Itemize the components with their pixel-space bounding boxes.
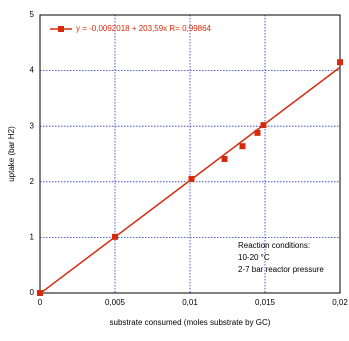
x-axis-label: substrate consumed (moles substrate by G… xyxy=(110,318,271,327)
data-point xyxy=(239,143,246,150)
annotation: 10-20 °C xyxy=(238,253,270,262)
data-point xyxy=(112,233,118,240)
x-tick-label: 0,015 xyxy=(255,298,276,307)
x-tick-label: 0 xyxy=(38,298,43,307)
data-point xyxy=(221,156,228,163)
data-point xyxy=(37,290,43,296)
y-tick-label: 2 xyxy=(30,177,35,186)
x-tick-label: 0,005 xyxy=(105,298,126,307)
annotation: 2-7 bar reactor pressure xyxy=(238,265,324,274)
data-point xyxy=(337,59,343,66)
plot-frame xyxy=(39,14,341,294)
y-tick-label: 0 xyxy=(30,288,35,297)
y-axis-label: uptake (bar H2) xyxy=(7,126,16,182)
y-tick-label: 1 xyxy=(30,233,35,242)
annotation: Reaction conditions: xyxy=(238,241,310,250)
data-point xyxy=(254,129,261,136)
x-tick-label: 0,01 xyxy=(182,298,198,307)
y-tick-label: 5 xyxy=(30,10,35,19)
legend-label: y = -0,0092018 + 203,59x R= 0,99864 xyxy=(76,24,212,33)
data-point xyxy=(260,122,267,129)
y-tick-label: 4 xyxy=(30,66,35,75)
x-tick-label: 0,02 xyxy=(332,298,348,307)
y-tick-label: 3 xyxy=(30,121,35,130)
legend-marker xyxy=(58,26,64,32)
data-point xyxy=(188,176,195,183)
